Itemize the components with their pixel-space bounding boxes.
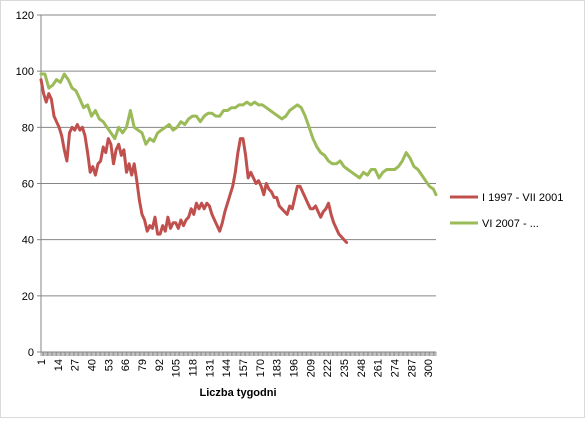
y-tick-label: 100 [16,66,34,78]
series-lines [39,72,438,244]
legend-label: VI 2007 - ... [482,218,539,230]
x-tick-label: 261 [373,359,385,377]
series-line-2 [39,72,438,197]
x-tick-label: 222 [322,359,334,377]
y-tick-label: 20 [22,291,34,303]
x-tick-label: 79 [137,359,149,371]
x-tick-label: 183 [272,359,284,377]
x-tick-label: 27 [70,359,82,371]
x-tick-label: 274 [390,359,402,377]
x-tick-label: 40 [87,359,99,371]
y-tick-label: 40 [22,235,34,247]
x-tick-label: 157 [238,359,250,377]
x-tick-label: 131 [204,359,216,377]
x-tick-label: 118 [188,359,200,377]
x-tick-label: 170 [255,359,267,377]
legend: I 1997 - VII 2001 VI 2007 - ... [450,192,563,230]
x-tick-label: 14 [53,359,65,371]
x-tick-label: 1 [36,359,48,365]
x-tick-label: 248 [356,359,368,377]
x-tick-label: 209 [305,359,317,377]
x-tick-label: 196 [289,359,301,377]
x-tick-label: 66 [120,359,132,371]
y-tick-label: 60 [22,179,34,191]
axes [40,15,437,356]
x-tick-label: 235 [339,359,351,377]
x-tick-label: 92 [154,359,166,371]
series-line-1 [39,78,349,244]
y-tick-label: 80 [22,122,34,134]
y-tick-labels: 0 20 40 60 80 100 120 [16,10,34,359]
x-tick-label: 53 [103,359,115,371]
x-tick-label: 144 [221,359,233,377]
y-tick-label: 0 [28,347,34,359]
x-tick-label: 300 [423,359,435,377]
x-tick-labels: 1 14 27 40 53 66 79 92 105 118 131 144 157 170 183 196 2… [36,359,435,377]
x-axis-title: Liczba tygodni [200,387,277,399]
gridlines [37,14,436,353]
x-tick-label: 105 [171,359,183,377]
y-tick-label: 120 [16,10,34,22]
x-tick-label: 287 [406,359,418,377]
legend-label: I 1997 - VII 2001 [482,192,563,204]
